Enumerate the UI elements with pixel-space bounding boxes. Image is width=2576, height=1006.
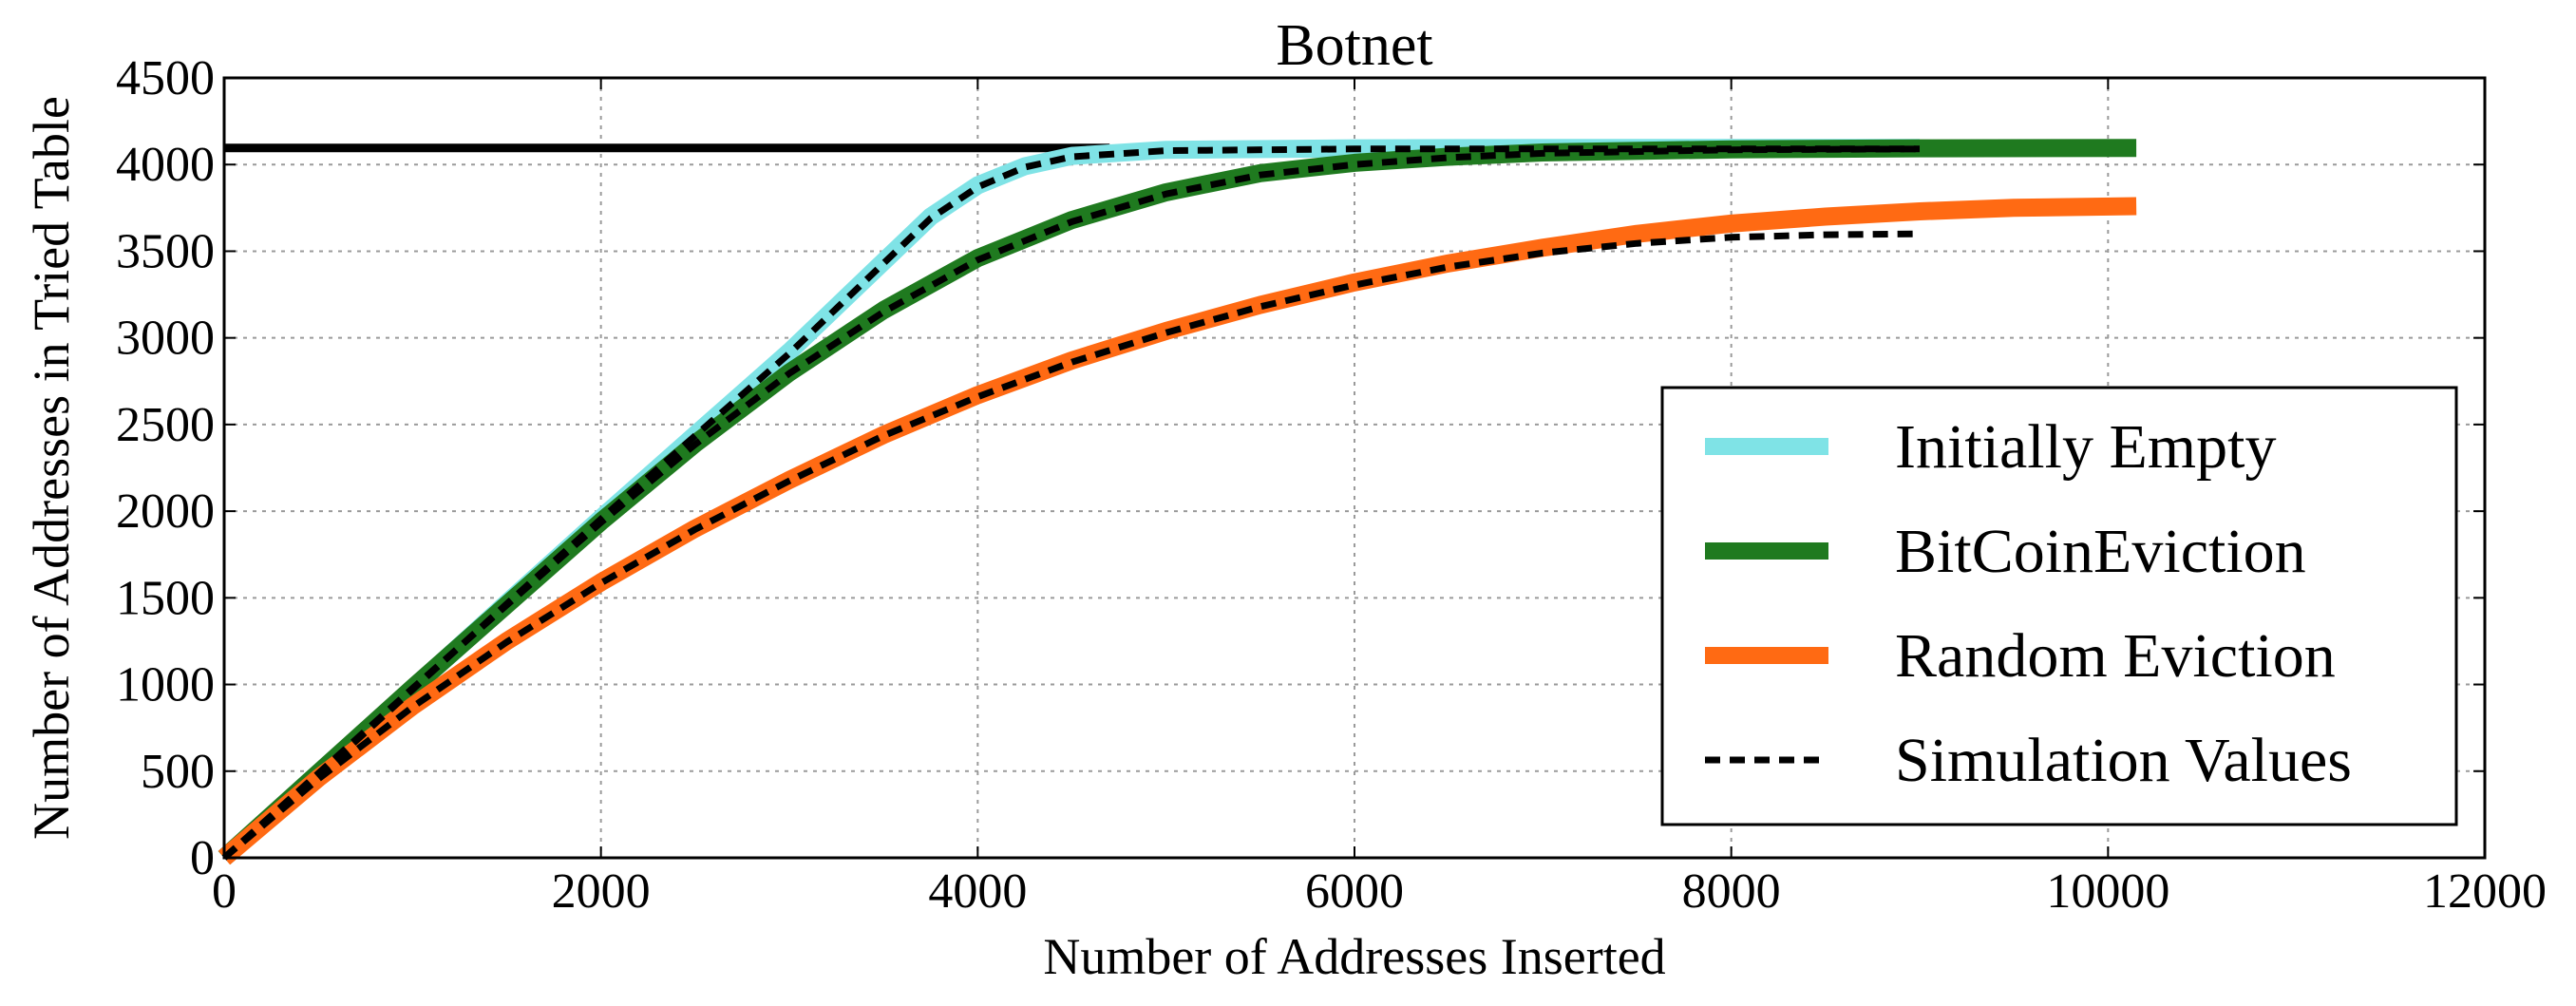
simulation-series-line [221, 230, 1921, 861]
series-group [218, 139, 2137, 865]
simulation-series-line [221, 145, 1921, 861]
y-tick-label: 4500 [116, 51, 215, 105]
y-tick-label: 500 [141, 745, 215, 799]
y-tick-label: 4000 [116, 138, 215, 192]
legend-box [1660, 386, 2458, 826]
x-axis-label: Number of Addresses Inserted [1043, 928, 1665, 985]
y-tick-label: 1000 [116, 658, 215, 712]
legend-label: Random Eviction [1895, 621, 2336, 691]
x-tick-label: 10000 [2046, 864, 2169, 919]
simulation-series-line [221, 145, 1920, 861]
y-tick-label: 0 [190, 831, 215, 885]
x-tick-label: 4000 [928, 864, 1027, 919]
x-tick-label: 6000 [1305, 864, 1404, 919]
legend-label: BitCoinEviction [1895, 517, 2306, 586]
y-tick-label: 3500 [116, 224, 215, 278]
chart-title: Botnet [1276, 13, 1432, 78]
y-tick-label: 1500 [116, 571, 215, 625]
y-tick-label: 2000 [116, 484, 215, 539]
x-tick-label: 2000 [552, 864, 651, 919]
legend-label: Initially Empty [1895, 412, 2276, 482]
y-tick-label: 2500 [116, 398, 215, 452]
legend: Initially Empty BitCoinEviction Random Evi… [1660, 386, 2458, 826]
tick-labels: 0 2000 4000 6000 8000 10000 12000 0 500 1000 1500 2… [116, 51, 2547, 919]
x-tick-label: 12000 [2423, 864, 2547, 919]
legend-label: Simulation Values [1895, 726, 2352, 795]
x-tick-label: 0 [212, 864, 237, 919]
y-tick-label: 3000 [116, 312, 215, 366]
y-axis-label: Number of Addresses in Tried Table [23, 96, 80, 840]
x-tick-label: 8000 [1682, 864, 1781, 919]
